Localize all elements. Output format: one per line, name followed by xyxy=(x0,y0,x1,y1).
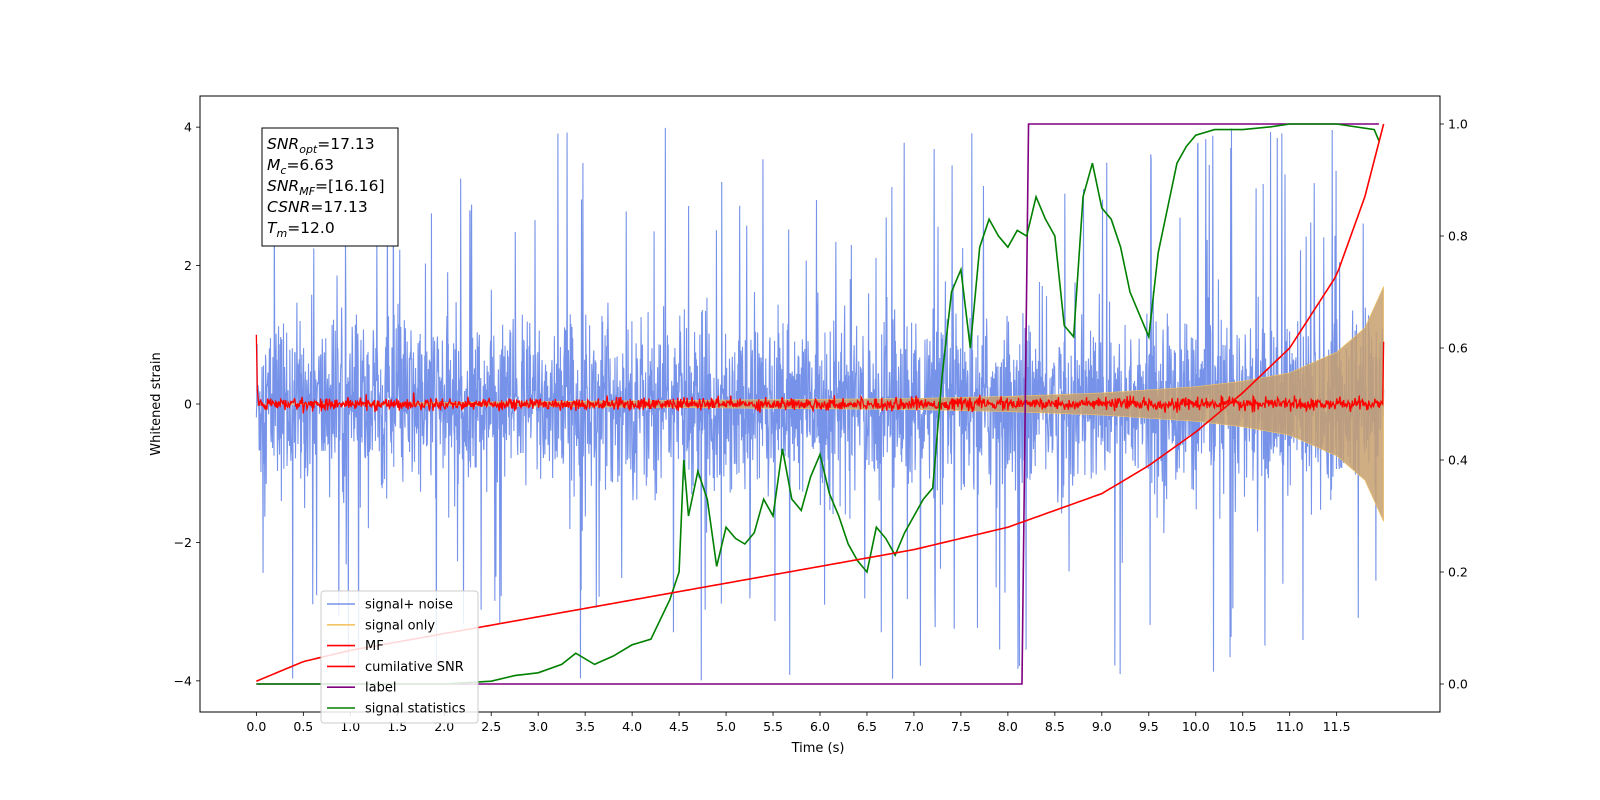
legend: signal+ noise signal only MF cumilative SNR… xyxy=(320,590,479,724)
y-axis-right: 0.0 0.2 0.4 0.6 0.8 1.0 xyxy=(1440,117,1468,692)
x-tick-label: 7.5 xyxy=(951,719,971,734)
y-axis-left: −4 −2 0 2 4 xyxy=(174,120,200,688)
y2-tick-label: 1.0 xyxy=(1448,117,1468,132)
x-tick-label: 8.0 xyxy=(998,719,1018,734)
legend-label: label xyxy=(365,681,396,696)
x-tick-label: 5.5 xyxy=(763,719,783,734)
y2-tick-label: 0.8 xyxy=(1448,229,1468,244)
x-tick-label: 9.5 xyxy=(1139,719,1159,734)
y-tick-label: −4 xyxy=(174,673,192,688)
y2-tick-label: 0.4 xyxy=(1448,453,1468,468)
x-tick-label: 10.5 xyxy=(1229,719,1257,734)
x-tick-label: 4.5 xyxy=(669,719,689,734)
y2-tick-label: 0.0 xyxy=(1448,677,1468,692)
legend-label: signal only xyxy=(365,618,435,633)
x-tick-label: 2.5 xyxy=(481,719,501,734)
y-tick-label: 4 xyxy=(184,120,192,135)
annotation-line: SNRMF=[16.16] xyxy=(267,177,385,198)
legend-label: MF xyxy=(365,639,384,654)
legend-label: signal statistics xyxy=(365,702,466,717)
x-tick-label: 3.5 xyxy=(575,719,595,734)
x-tick-label: 11.5 xyxy=(1323,719,1351,734)
y-tick-label: −2 xyxy=(174,535,192,550)
x-tick-label: 8.5 xyxy=(1045,719,1065,734)
x-tick-label: 9.0 xyxy=(1092,719,1112,734)
series-mf xyxy=(255,334,1385,414)
series-signal-plus-noise xyxy=(255,127,1385,681)
x-tick-label: 6.0 xyxy=(810,719,830,734)
x-tick-label: 0.5 xyxy=(293,719,313,734)
series-signal-statistics xyxy=(256,123,1380,685)
snr-annotation-box: SNRopt=17.13Mc=6.63SNRMF=[16.16]CSNR=17.… xyxy=(261,127,399,247)
x-tick-label: 4.0 xyxy=(622,719,642,734)
y2-tick-label: 0.6 xyxy=(1448,341,1468,356)
y2-tick-label: 0.2 xyxy=(1448,565,1468,580)
y-tick-label: 2 xyxy=(184,258,192,273)
x-tick-label: 10.0 xyxy=(1182,719,1210,734)
x-tick-label: 0.0 xyxy=(246,719,266,734)
x-axis-label: Time (s) xyxy=(791,741,845,756)
x-tick-label: 3.0 xyxy=(528,719,548,734)
annotation-line: SNRopt=17.13 xyxy=(267,135,375,156)
legend-frame xyxy=(320,590,479,724)
annotation-line: Tm=12.0 xyxy=(267,219,335,240)
annotation-frame xyxy=(261,127,399,247)
y-tick-label: 0 xyxy=(184,397,192,412)
annotation-line: Mc=6.63 xyxy=(267,156,334,177)
legend-label: cumilative SNR xyxy=(365,660,464,675)
y-axis-label: Whitened strain xyxy=(149,352,164,455)
annotation-line: CSNR=17.13 xyxy=(267,198,368,216)
legend-label: signal+ noise xyxy=(365,598,453,613)
x-tick-label: 11.0 xyxy=(1276,719,1304,734)
series-label xyxy=(256,123,1379,685)
x-tick-label: 7.0 xyxy=(904,719,924,734)
x-tick-label: 6.5 xyxy=(857,719,877,734)
x-tick-label: 5.0 xyxy=(716,719,736,734)
